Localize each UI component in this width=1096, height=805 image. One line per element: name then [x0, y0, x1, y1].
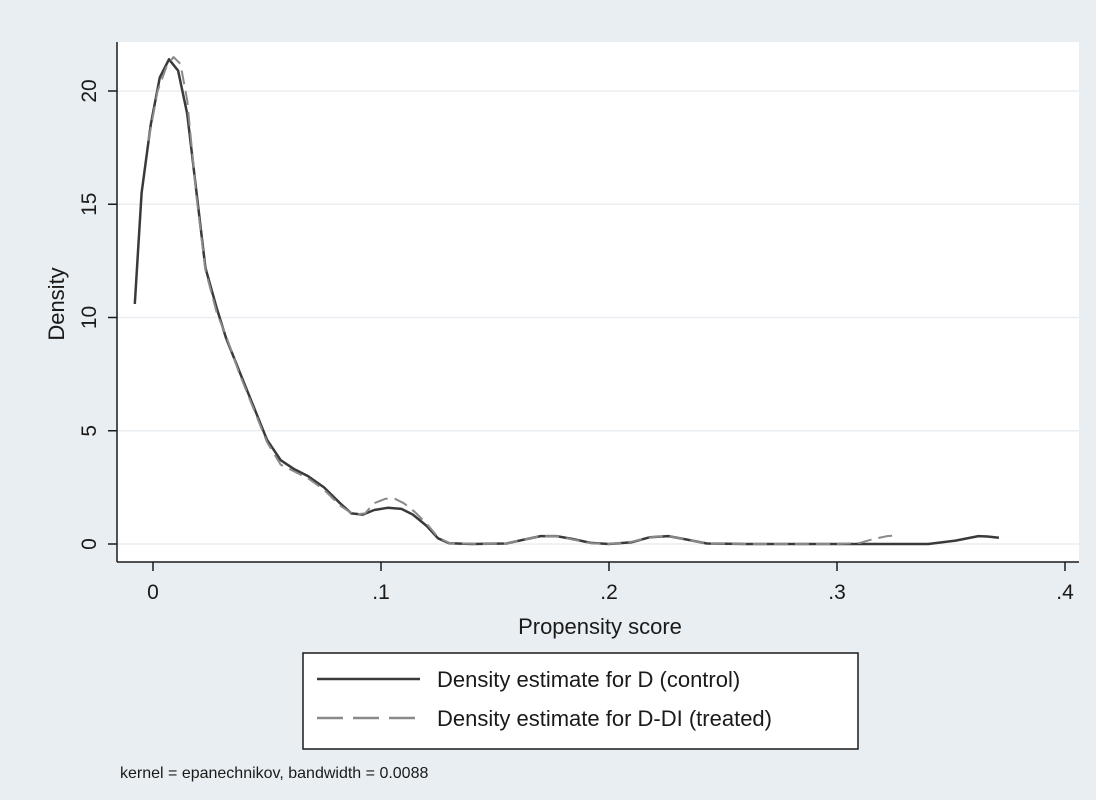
y-tick-label-1: 5 — [78, 425, 101, 437]
kernel-note: kernel = epanechnikov, bandwidth = 0.008… — [120, 765, 428, 782]
series-line-treated — [147, 56, 895, 545]
x-axis-label: Propensity score — [518, 614, 682, 639]
y-tick-label-0: 0 — [78, 538, 101, 550]
series-lines — [133, 56, 1000, 546]
legend-label-treated: Density estimate for D-DI (treated) — [437, 706, 772, 731]
axes — [108, 42, 1079, 571]
x-tick-label-3: .3 — [828, 581, 846, 604]
series-line-control — [133, 58, 1000, 546]
x-tick-label-2: .2 — [600, 581, 618, 604]
y-tick-label-2: 10 — [78, 306, 101, 329]
tick-labels: 0 5 10 15 20 0 .1 .2 .3 .4 — [78, 79, 1074, 604]
y-axis-label: Density — [44, 267, 69, 340]
x-tick-label-0: 0 — [147, 581, 159, 604]
y-tick-label-3: 15 — [78, 193, 101, 216]
legend: Density estimate for D (control) Density… — [302, 652, 859, 750]
legend-label-control: Density estimate for D (control) — [437, 667, 740, 692]
x-tick-label-4: .4 — [1056, 581, 1074, 604]
plot-area — [117, 42, 1079, 562]
y-tick-label-4: 20 — [78, 79, 101, 102]
x-tick-label-1: .1 — [372, 581, 390, 604]
legend-box — [302, 652, 859, 750]
